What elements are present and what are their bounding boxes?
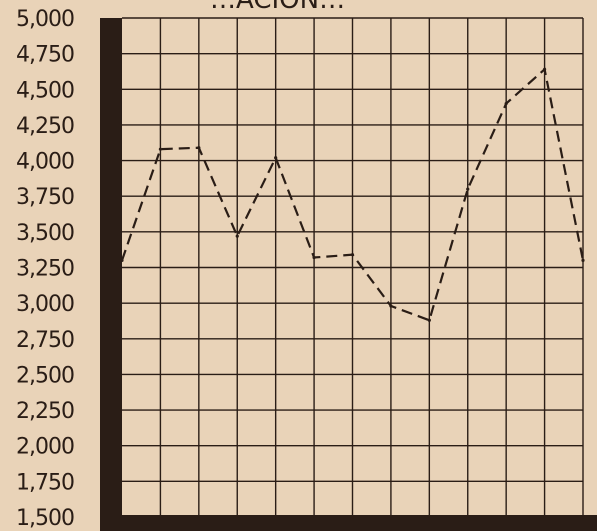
data-point — [197, 146, 201, 150]
data-point — [389, 304, 393, 308]
data-point — [120, 258, 124, 262]
y-axis-bar — [100, 18, 122, 531]
chart-title-fragment: …ACION… — [210, 0, 345, 15]
y-tick-label: 1,750 — [16, 470, 74, 495]
y-tick-label: 4,750 — [16, 43, 74, 68]
y-tick-label: 5,000 — [16, 7, 74, 32]
x-axis-bar — [100, 515, 597, 531]
data-point — [350, 253, 355, 257]
y-tick-label: 3,750 — [16, 185, 74, 210]
data-point — [427, 318, 431, 322]
chart-frame — [100, 18, 597, 531]
data-point — [235, 234, 239, 238]
chart-grid — [122, 17, 584, 518]
data-series — [120, 67, 585, 322]
data-point — [274, 156, 278, 160]
y-tick-label: 4,000 — [16, 150, 74, 175]
y-tick-label: 3,250 — [16, 257, 74, 282]
y-tick-label: 2,750 — [16, 328, 74, 353]
y-tick-label: 1,500 — [16, 506, 74, 531]
y-tick-label: 3,000 — [16, 292, 74, 317]
data-point — [542, 67, 547, 71]
data-point — [504, 101, 508, 106]
y-tick-label: 2,000 — [16, 435, 74, 460]
y-axis-tick-labels: 5,000 4,750 4,500 4,250 4,000 3,750 3,500 3,250… — [16, 7, 75, 531]
data-point — [312, 255, 316, 260]
y-tick-label: 2,500 — [16, 363, 74, 388]
data-point — [466, 187, 470, 191]
y-tick-label: 2,250 — [16, 399, 74, 424]
data-point — [158, 147, 163, 151]
y-tick-label: 3,500 — [16, 221, 74, 246]
y-tick-label: 4,250 — [16, 114, 74, 139]
y-tick-label: 4,500 — [16, 78, 74, 103]
data-point — [581, 258, 585, 262]
